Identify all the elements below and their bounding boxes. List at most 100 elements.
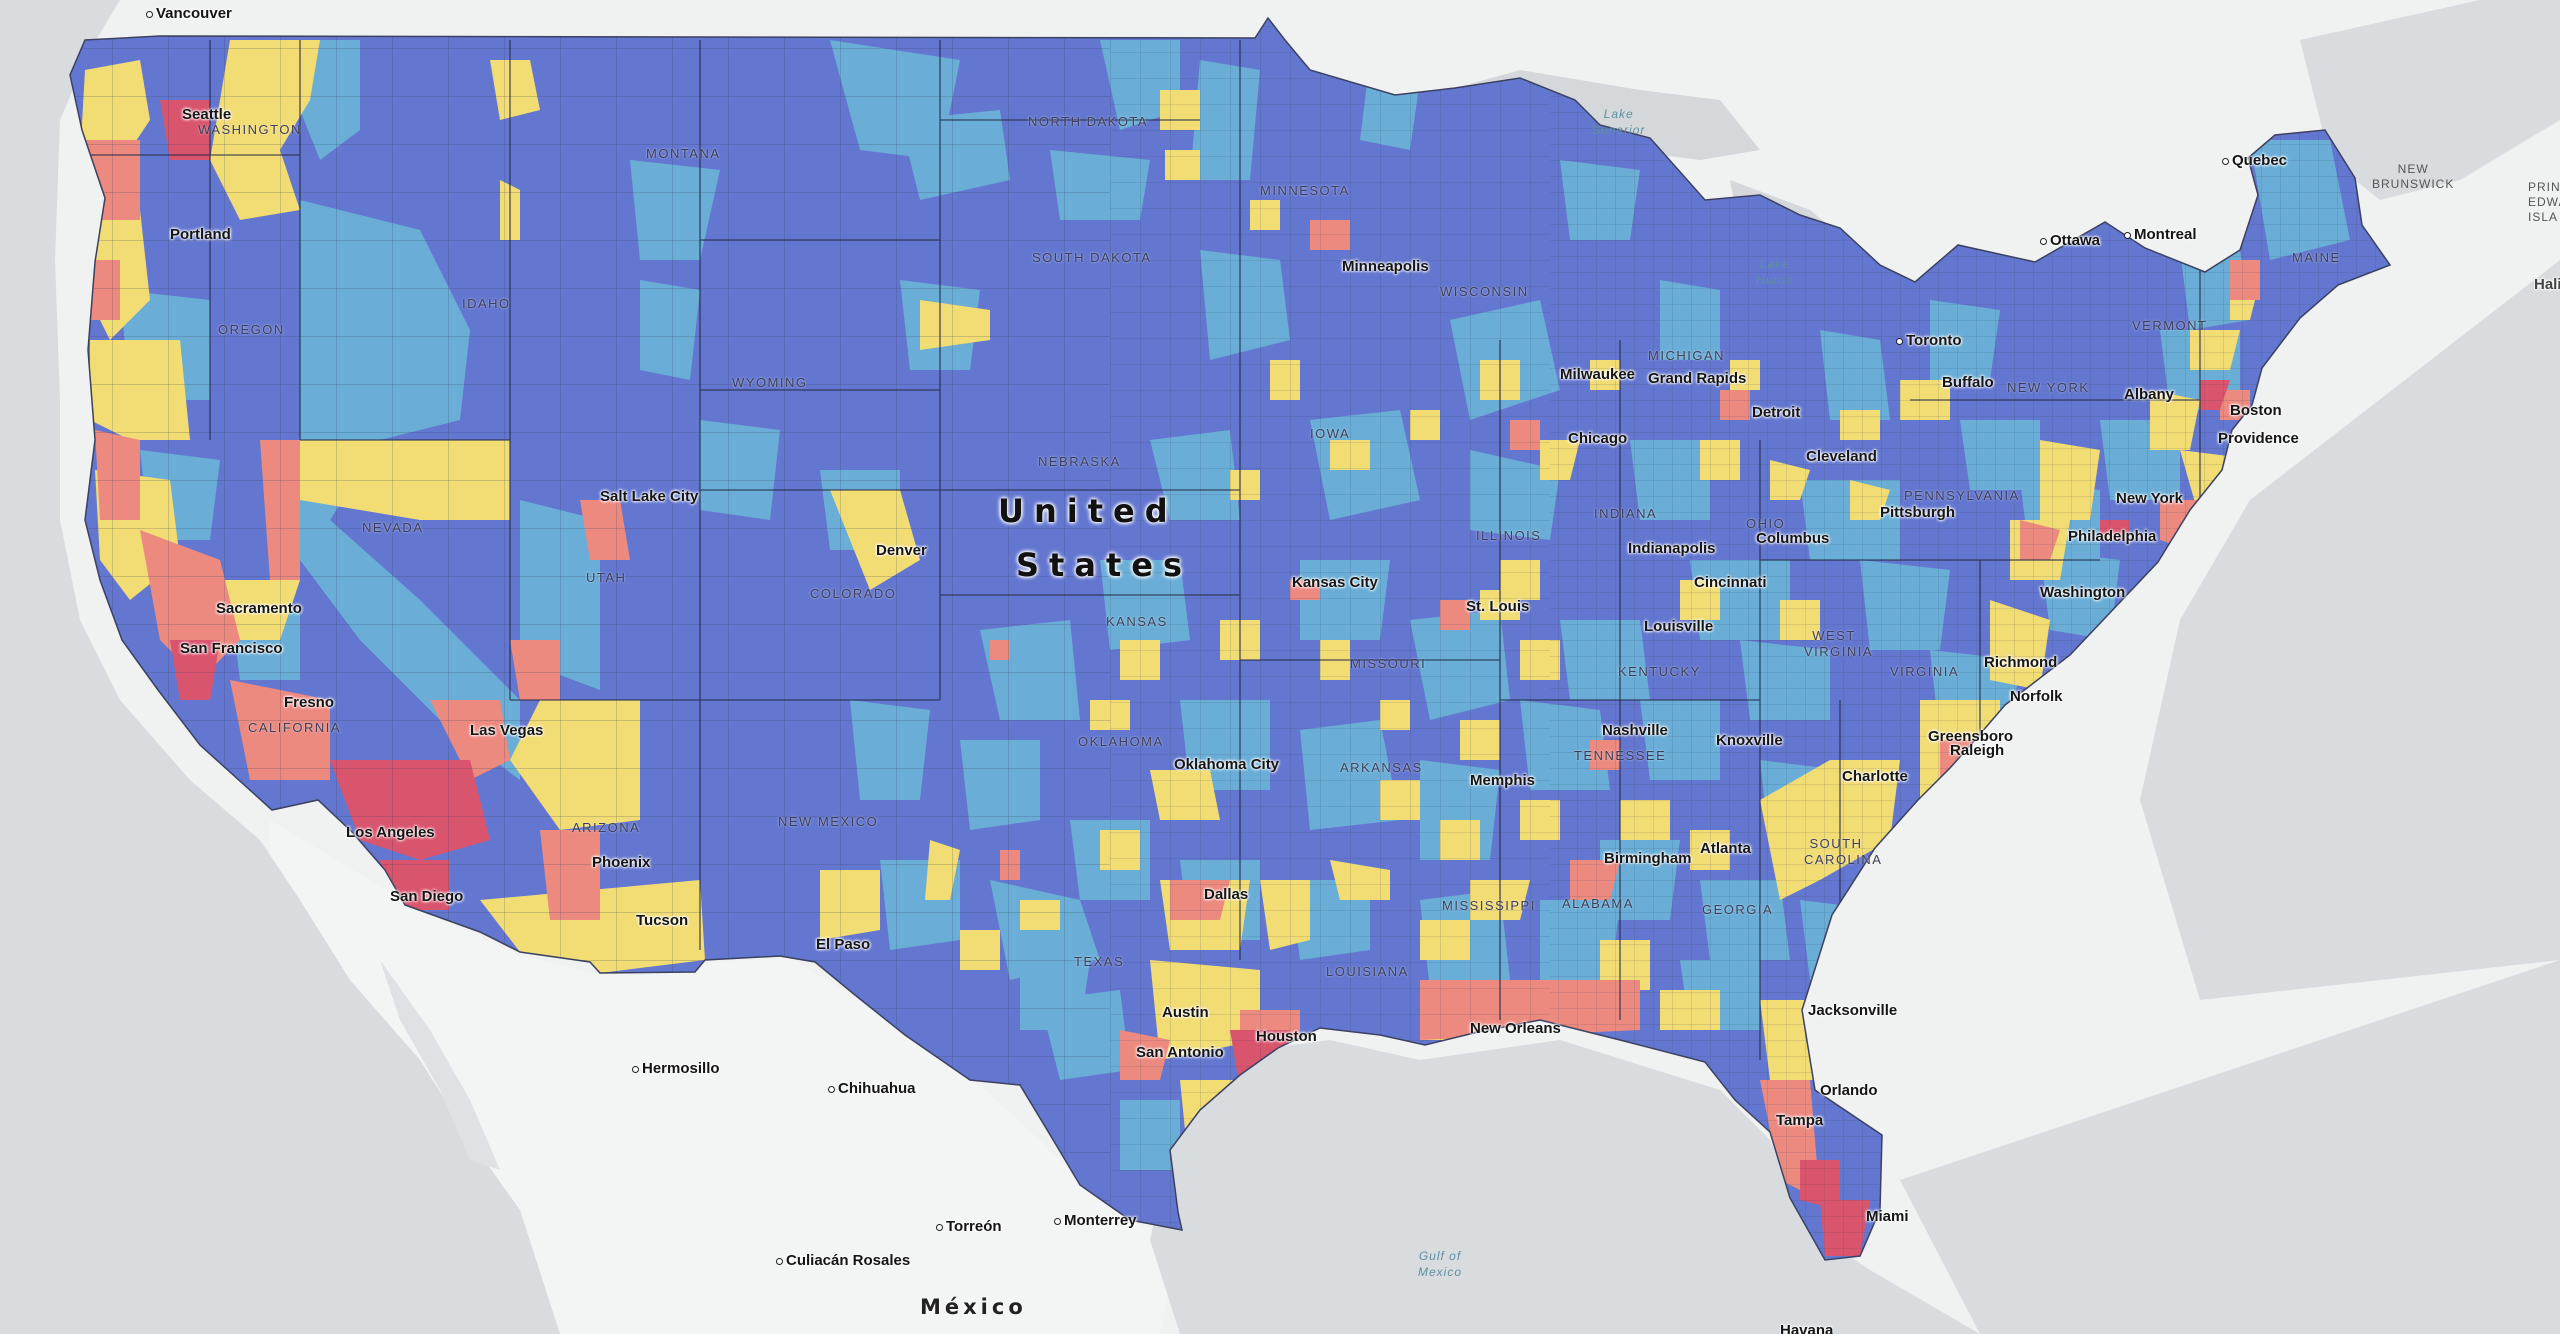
- city-label[interactable]: Knoxville: [1716, 732, 1783, 749]
- city-label[interactable]: Milwaukee: [1560, 366, 1636, 383]
- city-label[interactable]: Toronto: [1896, 332, 1962, 349]
- city-label[interactable]: Monterrey: [1054, 1212, 1137, 1229]
- city-marker-icon: [776, 1257, 783, 1265]
- city-label[interactable]: Atlanta: [1700, 840, 1751, 857]
- city-label[interactable]: Culiacán Rosales: [776, 1252, 910, 1269]
- city-label[interactable]: Los Angeles: [346, 824, 435, 841]
- city-marker-icon: [936, 1223, 943, 1231]
- state-label: UTAH: [586, 570, 627, 585]
- state-label: KENTUCKY: [1618, 664, 1701, 679]
- state-label: MISSOURI: [1350, 656, 1427, 671]
- city-label[interactable]: Sacramento: [216, 600, 302, 617]
- city-label[interactable]: Portland: [170, 226, 231, 243]
- city-label[interactable]: San Diego: [390, 888, 464, 905]
- city-label[interactable]: Tampa: [1776, 1112, 1824, 1129]
- city-label[interactable]: Halifax: [2534, 276, 2560, 293]
- city-label[interactable]: Ottawa: [2040, 232, 2100, 249]
- city-marker-icon: [2124, 231, 2131, 239]
- city-label[interactable]: Buffalo: [1942, 374, 1994, 391]
- city-label[interactable]: Salt Lake City: [600, 488, 699, 505]
- city-label[interactable]: Torreón: [936, 1218, 1002, 1235]
- state-label: ILLINOIS: [1476, 528, 1542, 543]
- city-label[interactable]: Vancouver: [146, 5, 232, 22]
- city-label[interactable]: Phoenix: [592, 854, 651, 871]
- state-label: TENNESSEE: [1574, 748, 1667, 763]
- city-label[interactable]: Denver: [876, 542, 927, 559]
- city-label[interactable]: Philadelphia: [2068, 528, 2157, 545]
- city-label[interactable]: Norfolk: [2010, 688, 2063, 705]
- city-label[interactable]: Cleveland: [1806, 448, 1877, 465]
- city-label[interactable]: Cincinnati: [1694, 574, 1767, 591]
- city-label[interactable]: Birmingham: [1604, 850, 1692, 867]
- city-label[interactable]: Orlando: [1820, 1082, 1878, 1099]
- state-label: VERMONT: [2132, 318, 2208, 333]
- state-label: ARKANSAS: [1340, 760, 1423, 775]
- city-label[interactable]: Havana: [1780, 1322, 1834, 1334]
- city-label[interactable]: Chicago: [1568, 430, 1628, 447]
- city-label[interactable]: Raleigh: [1950, 742, 2005, 759]
- city-label[interactable]: Kansas City: [1292, 574, 1378, 591]
- city-label[interactable]: New York: [2116, 490, 2183, 507]
- state-label: ALABAMA: [1562, 896, 1634, 911]
- city-label[interactable]: Miami: [1866, 1208, 1909, 1225]
- lake-superior-label: Lake Superior: [1592, 107, 1646, 137]
- city-label[interactable]: Oklahoma City: [1174, 756, 1280, 773]
- city-label[interactable]: New Orleans: [1470, 1020, 1561, 1037]
- state-label: WYOMING: [732, 375, 808, 390]
- state-label: IOWA: [1310, 426, 1351, 441]
- state-label: LOUISIANA: [1326, 964, 1409, 979]
- city-label[interactable]: Grand Rapids: [1648, 370, 1747, 387]
- city-label[interactable]: Nashville: [1602, 722, 1668, 739]
- state-label: GEORGIA: [1702, 902, 1774, 917]
- city-label[interactable]: Providence: [2218, 430, 2299, 447]
- state-borders: [90, 40, 2201, 1060]
- state-label: OKLAHOMA: [1078, 734, 1164, 749]
- city-marker-icon: [1896, 337, 1903, 345]
- city-label[interactable]: El Paso: [816, 936, 871, 953]
- city-label[interactable]: Washington: [2040, 584, 2126, 601]
- city-label[interactable]: Detroit: [1752, 404, 1801, 421]
- city-label[interactable]: San Antonio: [1136, 1044, 1224, 1061]
- city-label[interactable]: Pittsburgh: [1880, 504, 1955, 521]
- state-label: NEVADA: [362, 520, 424, 535]
- city-label[interactable]: Indianapolis: [1628, 540, 1716, 557]
- state-label: COLORADO: [810, 586, 897, 601]
- province-label-new-brunswick: NEW BRUNSWICK: [2372, 162, 2455, 191]
- city-label[interactable]: Tucson: [636, 912, 689, 929]
- city-label[interactable]: Jacksonville: [1808, 1002, 1898, 1019]
- state-label: MAINE: [2292, 250, 2341, 265]
- city-label[interactable]: St. Louis: [1466, 598, 1530, 615]
- city-label[interactable]: Fresno: [284, 694, 335, 711]
- state-label: MISSISSIPPI: [1442, 898, 1536, 913]
- city-label[interactable]: Memphis: [1470, 772, 1536, 789]
- city-marker-icon: [2222, 157, 2229, 165]
- city-label[interactable]: Quebec: [2222, 152, 2287, 169]
- city-label[interactable]: Minneapolis: [1342, 258, 1429, 275]
- state-label: NORTH DAKOTA: [1028, 114, 1149, 129]
- city-marker-icon: [632, 1065, 639, 1073]
- city-label[interactable]: Las Vegas: [470, 722, 544, 739]
- city-label[interactable]: Houston: [1256, 1028, 1317, 1045]
- city-label[interactable]: Richmond: [1984, 654, 2058, 671]
- state-label: SOUTH CAROLINA: [1804, 836, 1883, 867]
- city-label[interactable]: San Francisco: [180, 640, 283, 657]
- city-label[interactable]: Charlotte: [1842, 768, 1908, 785]
- state-label: MINNESOTA: [1260, 183, 1350, 198]
- city-label[interactable]: Albany: [2124, 386, 2175, 403]
- city-label[interactable]: Columbus: [1756, 530, 1830, 547]
- city-label[interactable]: Boston: [2230, 402, 2282, 419]
- city-label[interactable]: Greensboro: [1928, 728, 2014, 745]
- country-label-line2: States: [1016, 546, 1192, 584]
- city-label[interactable]: Dallas: [1204, 886, 1249, 903]
- city-label[interactable]: Seattle: [182, 106, 232, 123]
- city-label[interactable]: Austin: [1162, 1004, 1209, 1021]
- city-label[interactable]: Chihuahua: [828, 1080, 916, 1097]
- city-label[interactable]: Louisville: [1644, 618, 1714, 635]
- city-label[interactable]: Montreal: [2124, 226, 2197, 243]
- state-label: WISCONSIN: [1440, 284, 1529, 299]
- state-label: ARIZONA: [572, 820, 641, 835]
- province-label-pei: PRINEDWAISLA: [2528, 180, 2560, 224]
- city-label[interactable]: Hermosillo: [632, 1060, 720, 1077]
